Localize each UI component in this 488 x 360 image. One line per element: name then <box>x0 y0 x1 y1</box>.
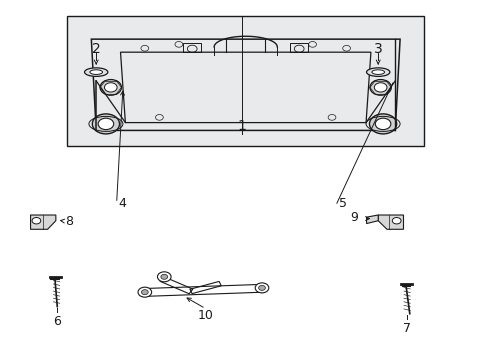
Ellipse shape <box>84 68 108 76</box>
Polygon shape <box>30 215 56 229</box>
Ellipse shape <box>371 70 384 75</box>
Polygon shape <box>366 215 377 224</box>
Text: 7: 7 <box>403 322 410 335</box>
Circle shape <box>100 80 121 95</box>
Circle shape <box>391 217 400 224</box>
Circle shape <box>369 114 396 134</box>
Circle shape <box>161 274 167 279</box>
Text: 10: 10 <box>197 309 213 321</box>
Polygon shape <box>377 215 403 229</box>
Text: 8: 8 <box>65 215 73 228</box>
Ellipse shape <box>366 68 389 76</box>
Circle shape <box>92 114 119 134</box>
Text: 5: 5 <box>339 197 346 210</box>
Circle shape <box>104 83 117 92</box>
Bar <box>183 44 201 52</box>
Text: 6: 6 <box>53 315 61 328</box>
Circle shape <box>369 80 390 95</box>
Text: 3: 3 <box>373 41 382 55</box>
Circle shape <box>32 217 41 224</box>
Circle shape <box>255 283 268 293</box>
Text: 1: 1 <box>237 120 246 134</box>
Circle shape <box>373 83 386 92</box>
Circle shape <box>157 272 171 282</box>
Circle shape <box>258 285 265 291</box>
Circle shape <box>374 118 390 130</box>
Ellipse shape <box>90 70 102 75</box>
Circle shape <box>141 290 148 295</box>
Text: 9: 9 <box>349 211 357 224</box>
Polygon shape <box>120 52 370 123</box>
Circle shape <box>98 118 114 130</box>
Text: 4: 4 <box>118 197 126 210</box>
Bar <box>290 44 307 52</box>
Bar <box>67 16 424 146</box>
Circle shape <box>138 287 151 297</box>
Text: 2: 2 <box>92 41 101 55</box>
